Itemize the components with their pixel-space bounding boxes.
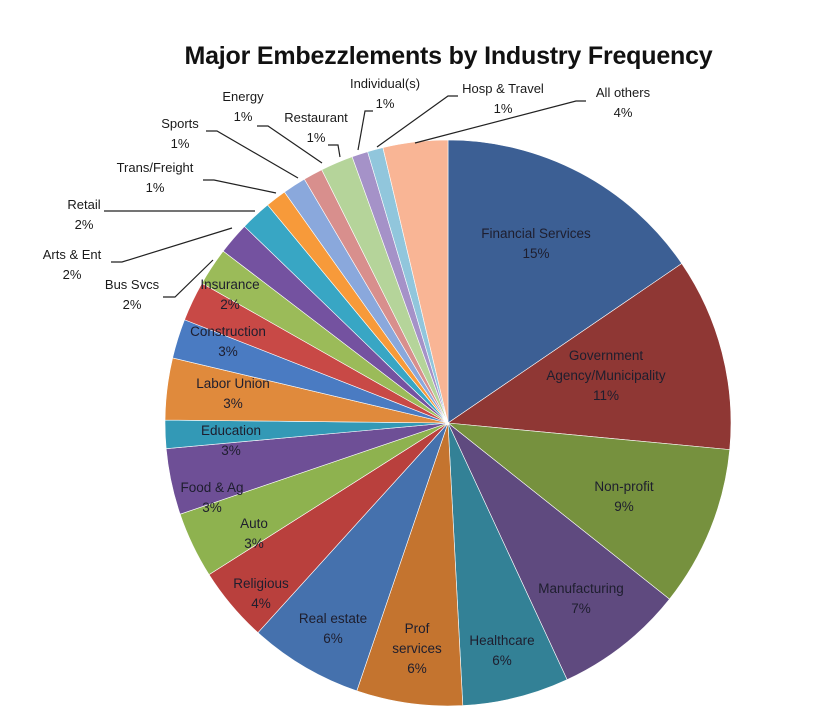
- pie-slice-financial-services: [447, 139, 683, 424]
- slice-label-food-ag: Food & Ag 3%: [180, 480, 243, 515]
- slice-label-individual-s: Individual(s) 1%: [350, 76, 420, 111]
- slice-label-trans-freight: Trans/Freight 1%: [117, 160, 194, 195]
- slice-label-auto: Auto 3%: [240, 516, 268, 551]
- slice-label-sports: Sports 1%: [161, 116, 199, 151]
- slice-label-hosp-travel: Hosp & Travel 1%: [462, 81, 544, 116]
- slice-label-labor-union: Labor Union 3%: [196, 376, 270, 411]
- slice-label-insurance: Insurance 2%: [200, 277, 259, 312]
- leader-line-hosp-travel: [376, 95, 458, 148]
- leader-line-sports: [206, 130, 299, 179]
- pie-slices: [164, 139, 732, 707]
- slice-label-healthcare: Healthcare 6%: [469, 633, 534, 668]
- pie-slice-real-estate: [257, 422, 449, 692]
- slice-label-restaurant: Restaurant 1%: [284, 110, 348, 145]
- slice-label-manufacturing: Manufacturing 7%: [538, 581, 624, 616]
- leader-line-trans-freight: [203, 179, 277, 194]
- pie-slice-all-others: [382, 139, 449, 424]
- slice-labels: Financial Services 15% Government Agency/Mu…: [43, 76, 666, 676]
- pie-slice-non-profit: [447, 422, 731, 600]
- slice-label-financial-services: Financial Services 15%: [481, 226, 591, 261]
- slice-label-real-estate: Real estate 6%: [299, 611, 367, 646]
- slice-label-arts-ent: Arts & Ent 2%: [43, 247, 102, 282]
- slice-label-retail: Retail 2%: [67, 197, 100, 232]
- leader-line-energy: [257, 125, 323, 164]
- pie-slice-manufacturing: [447, 422, 670, 681]
- leader-line-all-others: [414, 100, 586, 144]
- slice-label-construction: Construction 3%: [190, 324, 266, 359]
- leader-lines: [104, 95, 586, 298]
- leader-line-restaurant: [328, 144, 341, 158]
- chart-title: Major Embezzlements by Industry Frequenc…: [184, 42, 713, 70]
- slice-label-all-others: All others 4%: [596, 85, 651, 120]
- pie-slice-government-agency-municipality: [447, 263, 732, 450]
- slice-label-non-profit: Non-profit 9%: [594, 479, 654, 514]
- leader-line-arts-ent: [111, 227, 233, 263]
- slice-label-prof-services: Prof services 6%: [392, 621, 442, 676]
- slice-label-government-agency-municipality: Government Agency/Municipality 11%: [546, 348, 666, 403]
- slice-label-education: Education 3%: [201, 423, 261, 458]
- slice-label-energy: Energy 1%: [222, 89, 264, 124]
- leader-line-bus-svcs: [163, 259, 214, 298]
- slice-label-bus-svcs: Bus Svcs 2%: [105, 277, 160, 312]
- slice-label-religious: Religious 4%: [233, 576, 289, 611]
- leader-line-individual-s: [357, 110, 373, 151]
